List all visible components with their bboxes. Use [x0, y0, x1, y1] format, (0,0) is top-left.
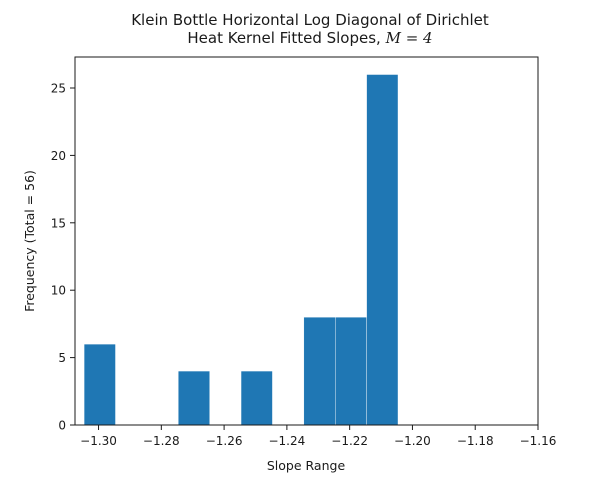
chart-title-line2-math: M = 4 [385, 29, 433, 47]
y-axis-ticks: 0 5 10 15 20 25 [51, 82, 75, 433]
histogram-bar [178, 370, 210, 426]
y-tick-label: 5 [58, 351, 66, 365]
histogram-bar [240, 370, 273, 426]
bars-layer [83, 74, 399, 426]
x-tick-label: −1.20 [394, 434, 431, 448]
chart-title-line2: Heat Kernel Fitted Slopes, M = 4 [187, 29, 432, 47]
histogram-bar [366, 74, 399, 426]
histogram-bar [303, 316, 336, 426]
x-tick-label: −1.16 [520, 434, 557, 448]
x-tick-label: −1.18 [457, 434, 494, 448]
x-axis-ticks: −1.30 −1.28 −1.26 −1.24 −1.22 −1.20 −1.18 −1.16 [80, 425, 556, 448]
y-tick-label: 15 [51, 216, 66, 230]
x-tick-label: −1.30 [80, 434, 117, 448]
y-tick-label: 20 [51, 149, 66, 163]
x-tick-label: −1.26 [206, 434, 243, 448]
chart-title-line1: Klein Bottle Horizontal Log Diagonal of … [131, 11, 489, 29]
y-tick-label: 10 [51, 284, 66, 298]
histogram-bar [83, 343, 116, 426]
y-tick-label: 0 [58, 419, 66, 433]
x-tick-label: −1.22 [331, 434, 368, 448]
y-tick-label: 25 [51, 82, 66, 96]
histogram-bar [335, 316, 367, 426]
chart-title-line2-text: Heat Kernel Fitted Slopes, [187, 29, 385, 47]
x-axis-label: Slope Range [267, 458, 346, 473]
x-tick-label: −1.28 [143, 434, 180, 448]
plot-frame [74, 56, 539, 426]
x-tick-label: −1.24 [268, 434, 305, 448]
y-axis-label: Frequency (Total = 56) [22, 170, 37, 312]
